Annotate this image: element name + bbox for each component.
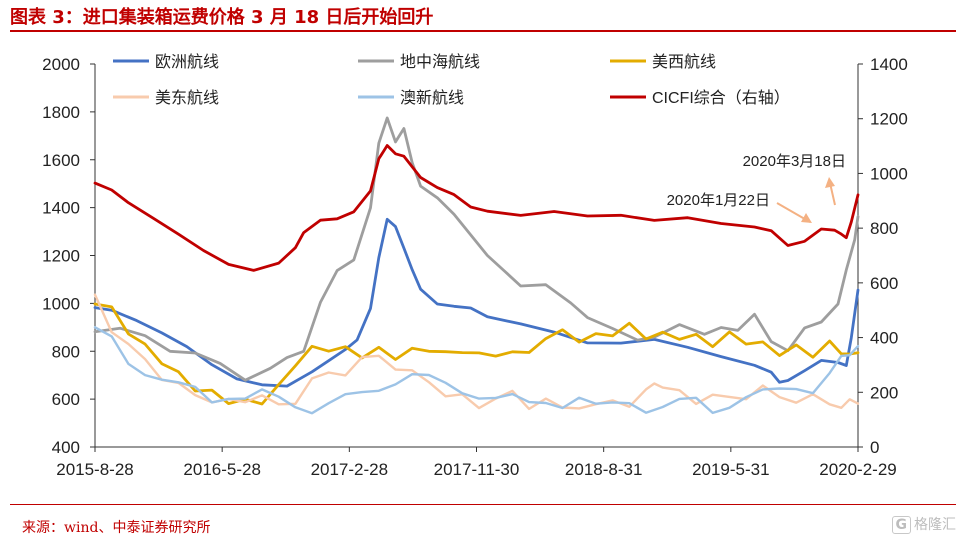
y-right-tick-label: 200 [870, 383, 898, 402]
y-left-tick-label: 1600 [42, 151, 80, 170]
axes: 400 600 800 1000 1200 1400 1600 1800 2000 0 200 400… [42, 55, 908, 479]
y-left-tick-label: 800 [52, 342, 80, 361]
series-line [93, 326, 860, 415]
legend-label: 美西航线 [652, 53, 716, 71]
y-left-tick-label: 600 [52, 390, 80, 409]
y-left-tick-label: 400 [52, 438, 80, 457]
x-tick-label: 2018-8-31 [565, 460, 643, 479]
series-line [93, 217, 860, 388]
x-tick-label: 2017-2-28 [311, 460, 389, 479]
series-line [93, 302, 860, 406]
y-left-tick-label: 1000 [42, 294, 80, 313]
series-line [93, 116, 860, 382]
y-left-tick-label: 1200 [42, 247, 80, 266]
y-right-tick-label: 0 [870, 438, 879, 457]
y-left-tick-label: 2000 [42, 55, 80, 74]
legend-label: 美东航线 [155, 89, 219, 107]
y-right-tick-label: 800 [870, 219, 898, 238]
annotation-label: 2020年3月18日 [743, 153, 846, 170]
x-tick-label: 2015-8-28 [56, 460, 134, 479]
y-right-tick-label: 400 [870, 329, 898, 348]
watermark-logo-icon: G [891, 516, 911, 534]
legend-label: 澳新航线 [400, 89, 464, 107]
source-rule [10, 504, 956, 505]
watermark: G 格隆汇 [891, 514, 956, 534]
series-line [93, 144, 860, 272]
chart-title: 图表 3：进口集装箱运费价格 3 月 18 日后开始回升 [10, 7, 434, 28]
title-rule [10, 30, 956, 32]
y-left-tick-label: 1400 [42, 199, 80, 218]
x-tick-label: 2019-5-31 [692, 460, 770, 479]
x-tick-label: 2016-5-28 [183, 460, 261, 479]
series-lines [93, 116, 860, 415]
annotation-arrowhead [825, 177, 835, 188]
x-tick-label: 2017-11-30 [434, 460, 520, 479]
x-tick-label: 2020-2-29 [819, 460, 897, 479]
watermark-text: 格隆汇 [914, 517, 956, 533]
annotation-arrowhead [801, 213, 812, 223]
y-left-tick-label: 1800 [42, 103, 80, 122]
source-note: 来源：wind、中泰证券研究所 [22, 520, 211, 536]
annotation-label: 2020年1月22日 [667, 192, 770, 209]
y-right-tick-label: 1200 [870, 110, 908, 129]
legend-label: 地中海航线 [400, 53, 480, 71]
y-right-tick-label: 1400 [870, 55, 908, 74]
legend-label: CICFI综合（右轴） [652, 89, 790, 107]
legend-label: 欧洲航线 [155, 53, 219, 71]
y-right-tick-label: 1000 [870, 164, 908, 183]
annotations: 2020年1月22日 2020年3月18日 [667, 153, 846, 223]
y-right-tick-label: 600 [870, 274, 898, 293]
line-chart: 400 600 800 1000 1200 1400 1600 1800 2000 0 200 400… [42, 53, 908, 479]
